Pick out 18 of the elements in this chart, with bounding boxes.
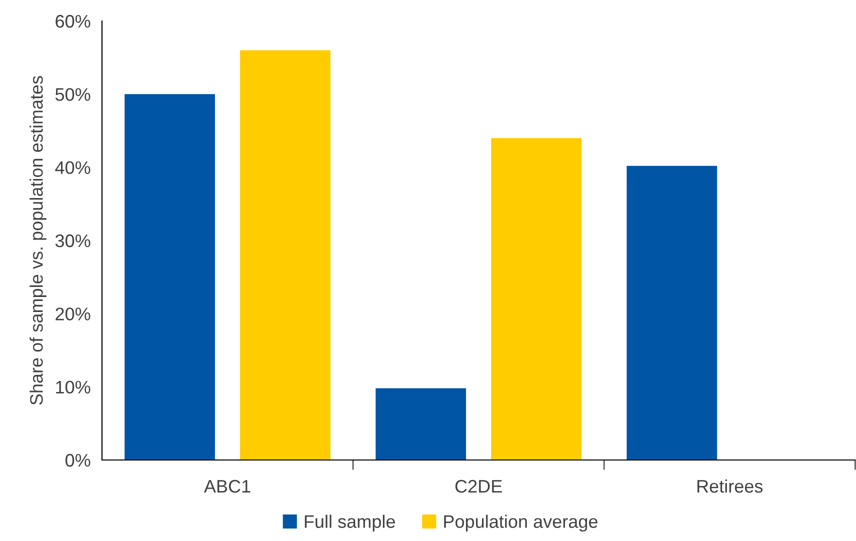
y-tick-label: 10%: [56, 380, 90, 394]
y-tick-label: 50%: [55, 88, 90, 101]
y-tick-label: 40%: [55, 161, 90, 174]
bar: [124, 94, 215, 460]
bar: [491, 138, 582, 460]
y-tick-label: 30%: [55, 234, 90, 248]
legend-label: Full sample: [304, 514, 395, 532]
x-tick-label: ABC1: [204, 480, 250, 493]
y-tick-label: 0%: [66, 454, 90, 467]
y-axis-title: Share of sample vs. population estimates: [30, 76, 46, 405]
y-tick-label: 60%: [56, 14, 90, 28]
x-tick-label: Retirees: [697, 479, 763, 493]
y-tick-label: 20%: [56, 308, 90, 320]
bar: [376, 388, 466, 460]
bar: [240, 50, 330, 460]
bar: [626, 166, 718, 460]
x-tick-label: C2DE: [455, 480, 502, 493]
legend-label: Population average: [444, 514, 598, 532]
